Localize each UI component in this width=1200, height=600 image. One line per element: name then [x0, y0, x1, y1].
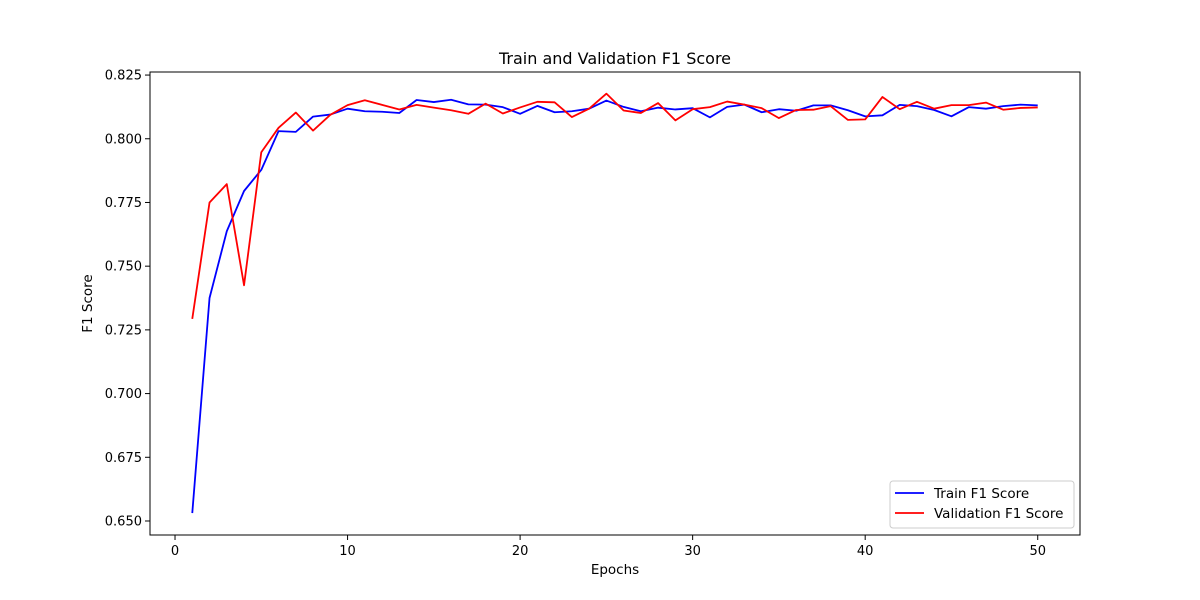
y-tick-label: 0.650 — [105, 514, 142, 529]
y-tick-label: 0.750 — [105, 260, 142, 275]
y-axis-label: F1 Score — [80, 274, 96, 332]
y-tick-label: 0.700 — [105, 387, 142, 402]
x-axis-label: Epochs — [591, 562, 639, 578]
x-tick-label: 10 — [339, 544, 356, 559]
series-line-validation — [191, 92, 1038, 320]
y-tick-label: 0.800 — [105, 132, 142, 147]
y-tick-label: 0.825 — [105, 69, 142, 84]
axes-frame — [149, 71, 1081, 536]
x-tick-label: 0 — [171, 544, 179, 559]
x-tick-label: 50 — [1029, 544, 1046, 559]
legend-box — [889, 480, 1075, 529]
y-tick-label: 0.675 — [105, 451, 142, 466]
y-tick-label: 0.725 — [105, 323, 142, 338]
plot-area: 0 10 20 30 40 50 0.650 0.675 0.700 0.725 0.750 0.77… — [105, 69, 1081, 559]
x-tick-label: 40 — [857, 544, 874, 559]
legend: Train F1 Score Validation F1 Score — [889, 480, 1075, 529]
legend-label: Train F1 Score — [933, 486, 1029, 502]
y-tick-label: 0.775 — [105, 196, 142, 211]
chart-title: Train and Validation F1 Score — [498, 49, 731, 68]
x-tick-label: 20 — [512, 544, 529, 559]
x-tick-label: 30 — [684, 544, 701, 559]
legend-label: Validation F1 Score — [934, 506, 1063, 522]
